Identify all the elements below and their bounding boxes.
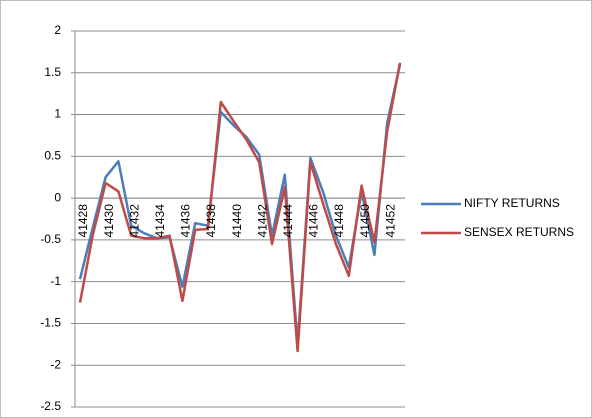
y-tick-label: -2.5 [40,399,61,413]
y-tick-label: 1 [54,107,61,121]
y-tick-label: 0.5 [44,149,61,163]
y-tick-label: -1.5 [40,316,61,330]
x-tick-label: 41452 [383,204,397,238]
x-tick-label: 41434 [153,204,167,238]
y-tick-label: -2 [50,357,61,371]
x-tick-label: 41438 [204,204,218,238]
legend-label: NIFTY RETURNS [464,196,560,210]
x-tick-label: 41432 [127,204,141,238]
x-tick-label: 41430 [102,204,116,238]
series-lines [78,62,402,353]
legend-label: SENSEX RETURNS [464,225,574,239]
axes [74,31,405,407]
y-tick-label: -0.5 [40,232,61,246]
x-tick-label: 41436 [179,204,193,238]
x-tick-label: 41446 [307,204,321,238]
x-tick-label: 41442 [255,204,269,238]
y-tick-label: 1.5 [44,65,61,79]
x-tick-label: 41440 [230,204,244,238]
x-axis-tick-labels: 41428 41430 41432 41434 41436 41438 41440 41442… [76,204,397,238]
x-tick-label: 41448 [332,204,346,238]
x-tick-label: 41450 [358,204,372,238]
x-tick-label: 41444 [281,204,295,238]
y-axis-tick-labels: 2 1.5 1 0.5 0 -0.5 -1 -1.5 -2 -2.5 [40,23,61,413]
legend: NIFTY RETURNS SENSEX RETURNS [421,196,574,239]
series-line-sensex [78,62,402,353]
y-tick-label: 0 [54,190,61,204]
x-tick-label: 41428 [76,204,90,238]
y-tick-label: 2 [54,23,61,37]
y-tick-label: -1 [50,274,61,288]
